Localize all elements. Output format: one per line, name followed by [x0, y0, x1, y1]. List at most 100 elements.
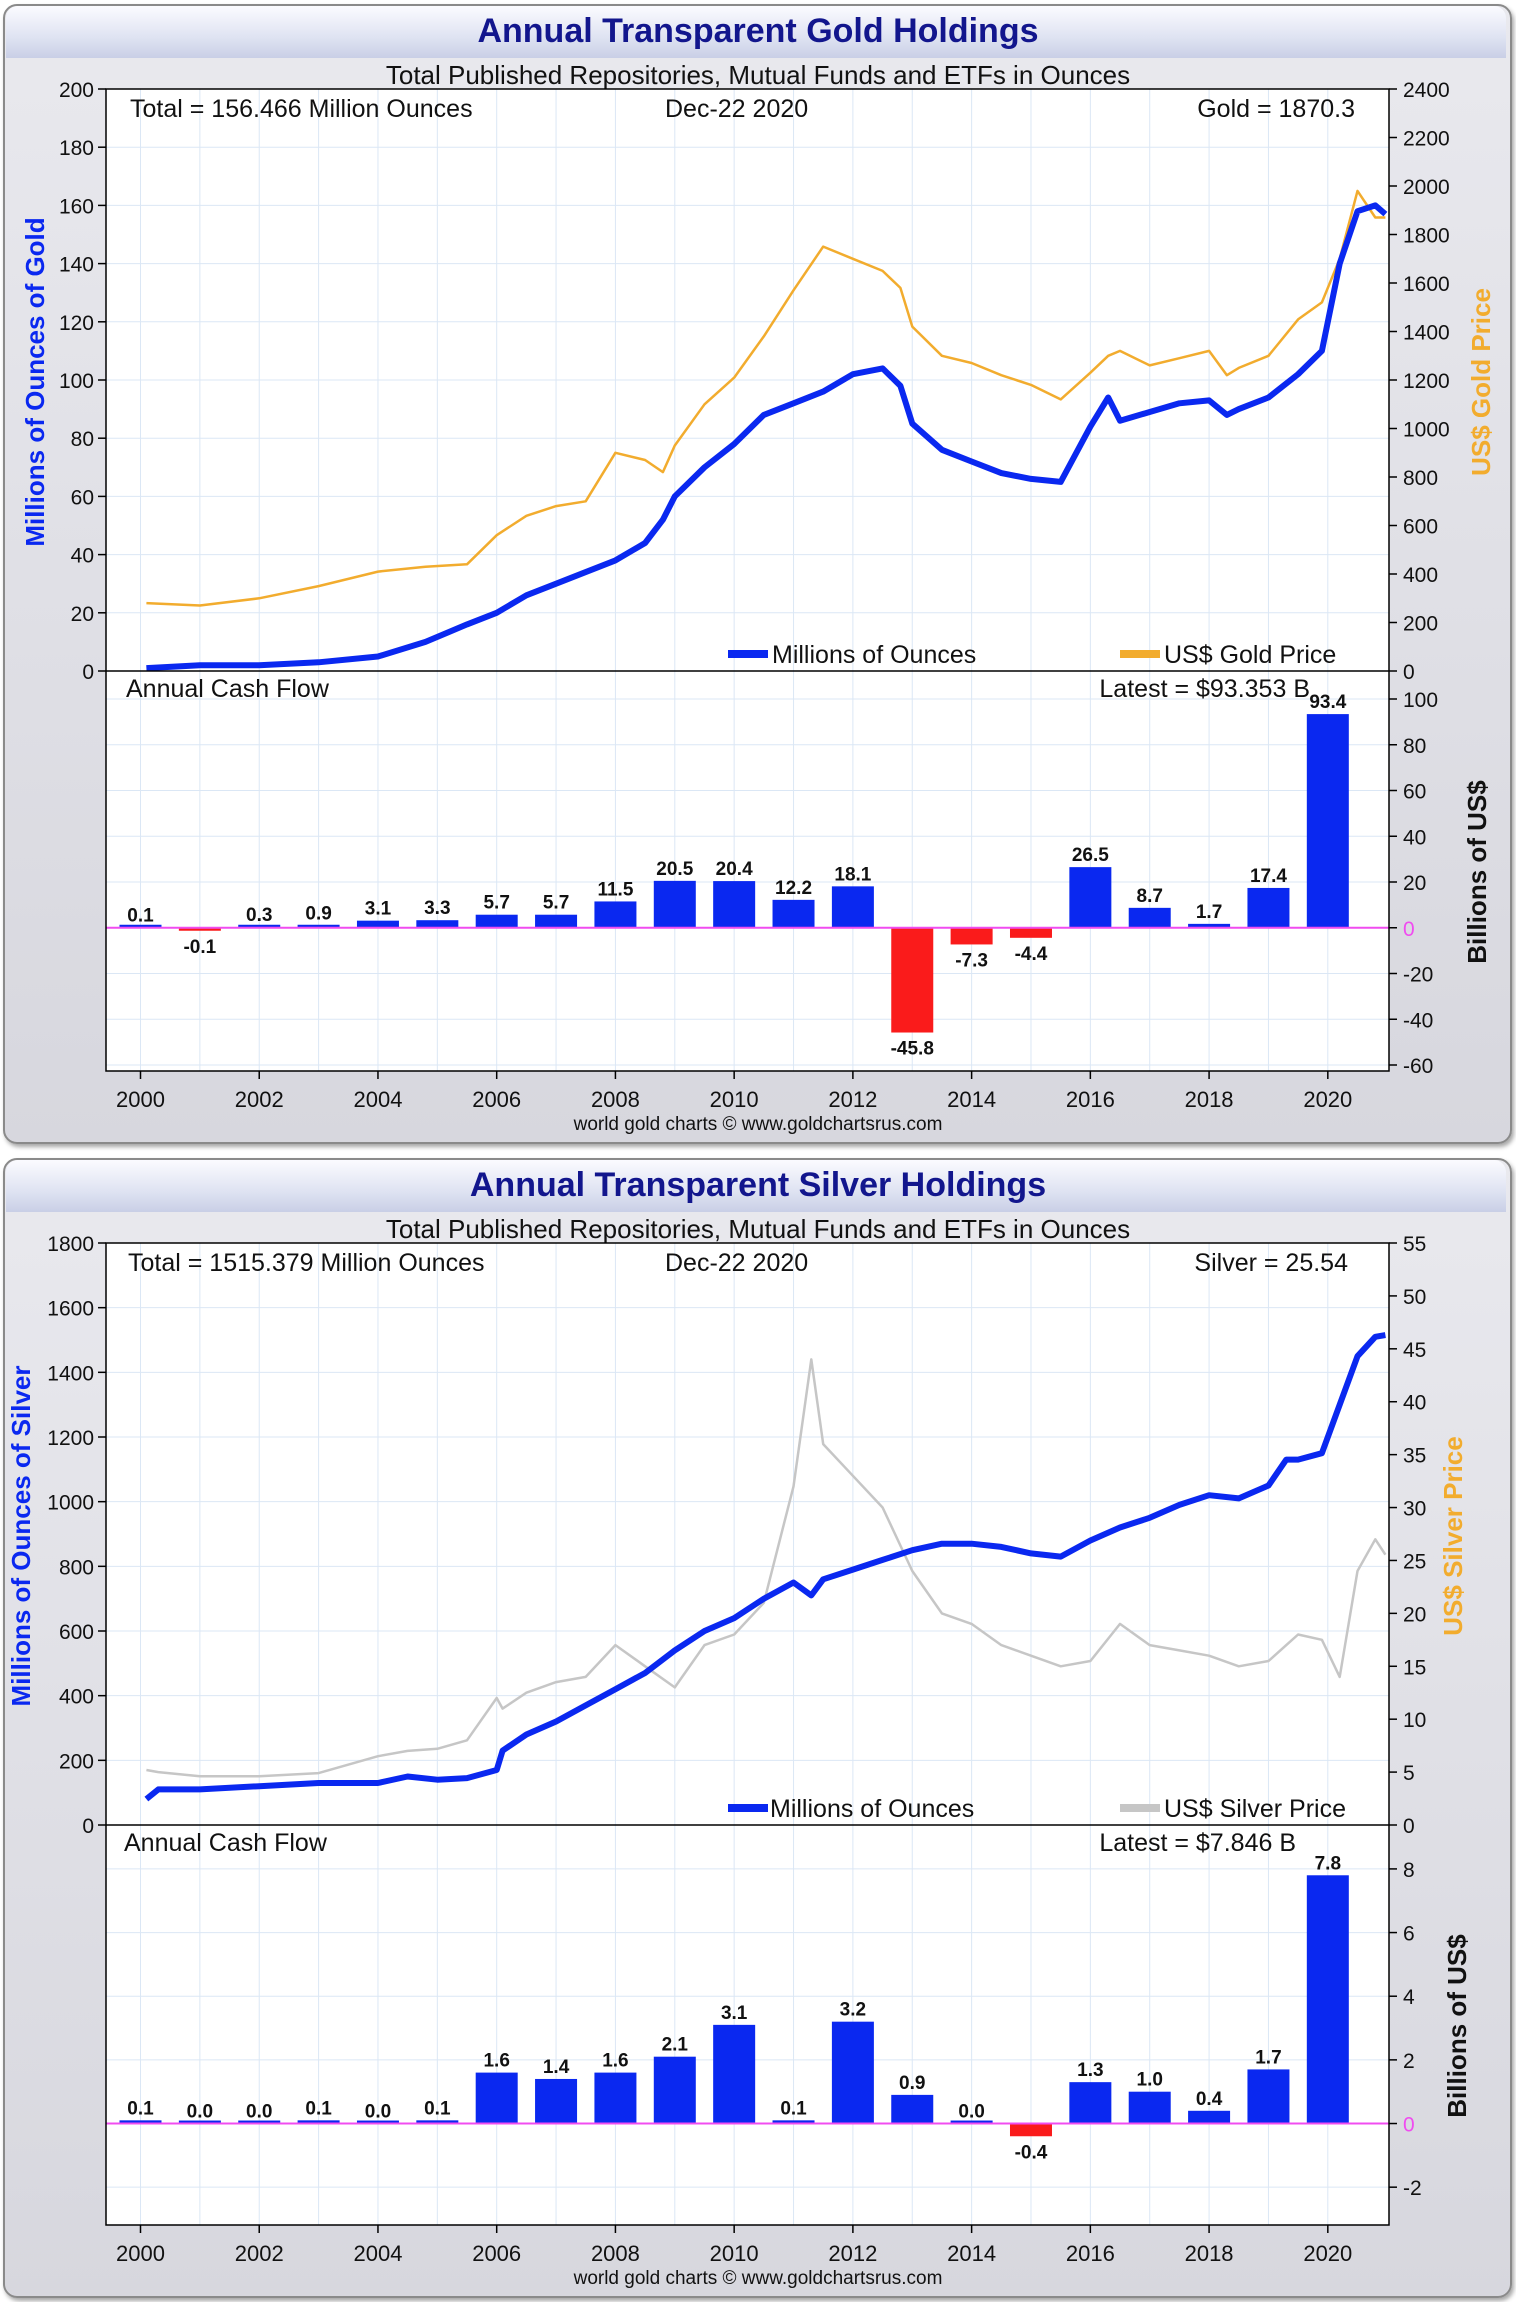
silver-series-price-line: [146, 1358, 1387, 1778]
silver-cashflow-bar-2000: [119, 2120, 162, 2124]
gold-left-tick-label: 0: [82, 661, 94, 684]
silver-right-tick-label: 10: [1403, 1709, 1426, 1732]
gold-cashflow-bar-2010: [713, 881, 756, 928]
gold-cashflow-plot-area: [106, 671, 1389, 1071]
gold-right-tick-label: 2000: [1403, 176, 1450, 199]
gold-title-bar: [6, 6, 1506, 58]
gold-panel: Annual Transparent Gold Holdings Total P…: [0, 4, 1516, 1144]
silver-x-tick-label: 2006: [472, 2241, 521, 2266]
gold-cashflow-bar-2009: [653, 880, 696, 928]
gold-cashflow-axis-label: Billions of US$: [1462, 780, 1492, 964]
silver-cashflow-axis-label: Billions of US$: [1442, 1934, 1472, 2118]
silver-left-tick-label: 600: [59, 1621, 94, 1644]
gold-cashflow-bar-label: 5.7: [543, 893, 569, 914]
gold-cashflow-bar-2019: [1247, 887, 1290, 928]
gold-cashflow-bar-2012: [831, 886, 874, 928]
gold-panel-title: Annual Transparent Gold Holdings: [477, 12, 1039, 50]
silver-right-tick-label: 50: [1403, 1286, 1426, 1309]
gold-price-text: Gold = 1870.3: [1197, 95, 1355, 123]
silver-cashflow-bar-2006: [475, 2072, 518, 2124]
gold-cashflow-bar-label: 26.5: [1072, 845, 1109, 866]
gold-x-tick-label: 2010: [710, 1087, 759, 1112]
silver-right-tick-label: 55: [1403, 1233, 1426, 1256]
gold-right-tick-label: 2200: [1403, 128, 1450, 151]
silver-price-text: Silver = 25.54: [1194, 1249, 1348, 1277]
gold-cashflow-bar-label: 1.7: [1196, 902, 1222, 923]
silver-x-tick-label: 2018: [1185, 2241, 1234, 2266]
gold-cashflow-bar-label: 0.9: [305, 904, 331, 925]
gold-left-tick-label: 100: [59, 370, 94, 393]
silver-cashflow-bar-label: 2.1: [662, 2035, 689, 2056]
silver-bar-tick-label: 6: [1403, 1923, 1415, 1946]
silver-cashflow-bar-2015: [1009, 2123, 1052, 2137]
gold-date-text: Dec-22 2020: [665, 95, 808, 123]
gold-chart-svg: 0.1 -0.1 0.3 0.9 3.1 3.3 5.7 5.7 11.5 20.5 20.4 12.…: [20, 79, 1496, 1112]
silver-bar-tick-label: 2: [1403, 2050, 1415, 2073]
silver-cashflow-bar-label: 1.4: [543, 2057, 570, 2078]
gold-cashflow-bar-2002: [238, 924, 281, 928]
gold-cashflow-bar-2004: [356, 920, 399, 928]
silver-cashflow-bar-2018: [1188, 2110, 1231, 2124]
gold-legend-price: US$ Gold Price: [1164, 641, 1336, 669]
gold-x-tick-label: 2020: [1303, 1087, 1352, 1112]
silver-holdings-plot-area: [106, 1243, 1389, 1825]
gold-cashflow-bar-label: 17.4: [1250, 866, 1287, 887]
silver-title-bar: [6, 1160, 1506, 1212]
silver-cashflow-bar-2011: [772, 2120, 815, 2124]
gold-series-price-line: [146, 189, 1386, 607]
silver-bar-tick-label: -2: [1403, 2177, 1422, 2200]
gold-bar-tick-label: -40: [1403, 1009, 1433, 1032]
silver-left-tick-label: 1200: [47, 1427, 94, 1450]
silver-cashflow-bar-2020: [1306, 1875, 1349, 2124]
gold-bar-tick-label: -20: [1403, 964, 1433, 987]
gold-cashflow-bar-2015: [1009, 927, 1052, 938]
silver-series-holdings-line: [144, 1332, 1386, 1802]
silver-bar-tick-label: 4: [1403, 1986, 1415, 2009]
gold-cashflow-bar-2018: [1188, 923, 1231, 928]
gold-right-tick-label: 200: [1403, 613, 1438, 636]
silver-cashflow-bar-2005: [416, 2120, 459, 2124]
gold-cashflow-bar-2006: [475, 914, 518, 928]
gold-cashflow-bar-label: 93.4: [1309, 692, 1346, 713]
silver-cashflow-bar-2017: [1128, 2091, 1171, 2124]
silver-right-tick-label: 5: [1403, 1762, 1415, 1785]
gold-x-tick-label: 2008: [591, 1087, 640, 1112]
gold-cashflow-bar-label: 20.5: [656, 859, 693, 880]
gold-cashflow-bar-label: -45.8: [891, 1039, 934, 1060]
silver-right-tick-label: 25: [1403, 1550, 1426, 1573]
gold-legend-holdings: Millions of Ounces: [772, 641, 976, 669]
silver-credit: world gold charts © www.goldchartsrus.co…: [573, 2268, 943, 2289]
silver-cashflow-bar-2003: [297, 2120, 340, 2124]
silver-cashflow-bar-2010: [713, 2024, 756, 2124]
gold-cashflow-bar-label: 0.1: [127, 906, 154, 927]
gold-credit: world gold charts © www.goldchartsrus.co…: [573, 1114, 943, 1135]
gold-cashflow-bar-label: 3.3: [424, 898, 450, 919]
gold-cashflow-bar-2007: [535, 914, 578, 928]
silver-bar-tick-label: 8: [1403, 1859, 1415, 1882]
silver-x-tick-label: 2002: [235, 2241, 284, 2266]
gold-right-tick-label: 0: [1403, 661, 1415, 684]
silver-cashflow-bar-2008: [594, 2072, 637, 2124]
gold-cashflow-bar-label: -7.3: [955, 950, 988, 971]
gold-right-tick-label: 1000: [1403, 419, 1450, 442]
gold-left-tick-label: 180: [59, 137, 94, 160]
silver-panel-title: Annual Transparent Silver Holdings: [469, 1166, 1047, 1204]
gold-right-tick-label: 800: [1403, 467, 1438, 490]
silver-total-text: Total = 1515.379 Million Ounces: [128, 1249, 484, 1277]
silver-cashflow-bar-label: 1.6: [483, 2051, 509, 2072]
gold-x-tick-label: 2012: [828, 1087, 877, 1112]
silver-cashflow-bar-label: 0.9: [899, 2073, 925, 2094]
gold-right-tick-label: 600: [1403, 516, 1438, 539]
silver-cashflow-bar-2014: [950, 2120, 993, 2124]
silver-right-tick-label: 45: [1403, 1339, 1426, 1362]
gold-cashflow-bar-label: 0.3: [246, 905, 272, 926]
gold-cashflow-bar-2016: [1069, 867, 1112, 928]
gold-cashflow-bar-2013: [891, 927, 934, 1033]
silver-chart-svg: 0.1 0.0 0.0 0.1 0.0 0.1 1.6 1.4 1.6 2.1 3.1 0.1 3.2 0…: [6, 1233, 1472, 2266]
gold-left-tick-label: 80: [71, 428, 94, 451]
silver-cashflow-bar-label: 0.1: [424, 2098, 451, 2119]
silver-plot-border: [105, 1242, 1390, 2226]
gold-cashflow-bar-label: 18.1: [834, 864, 871, 885]
gold-cashflow-bar-2001: [178, 927, 221, 931]
silver-cashflow-bar-label: 0.0: [246, 2102, 272, 2123]
